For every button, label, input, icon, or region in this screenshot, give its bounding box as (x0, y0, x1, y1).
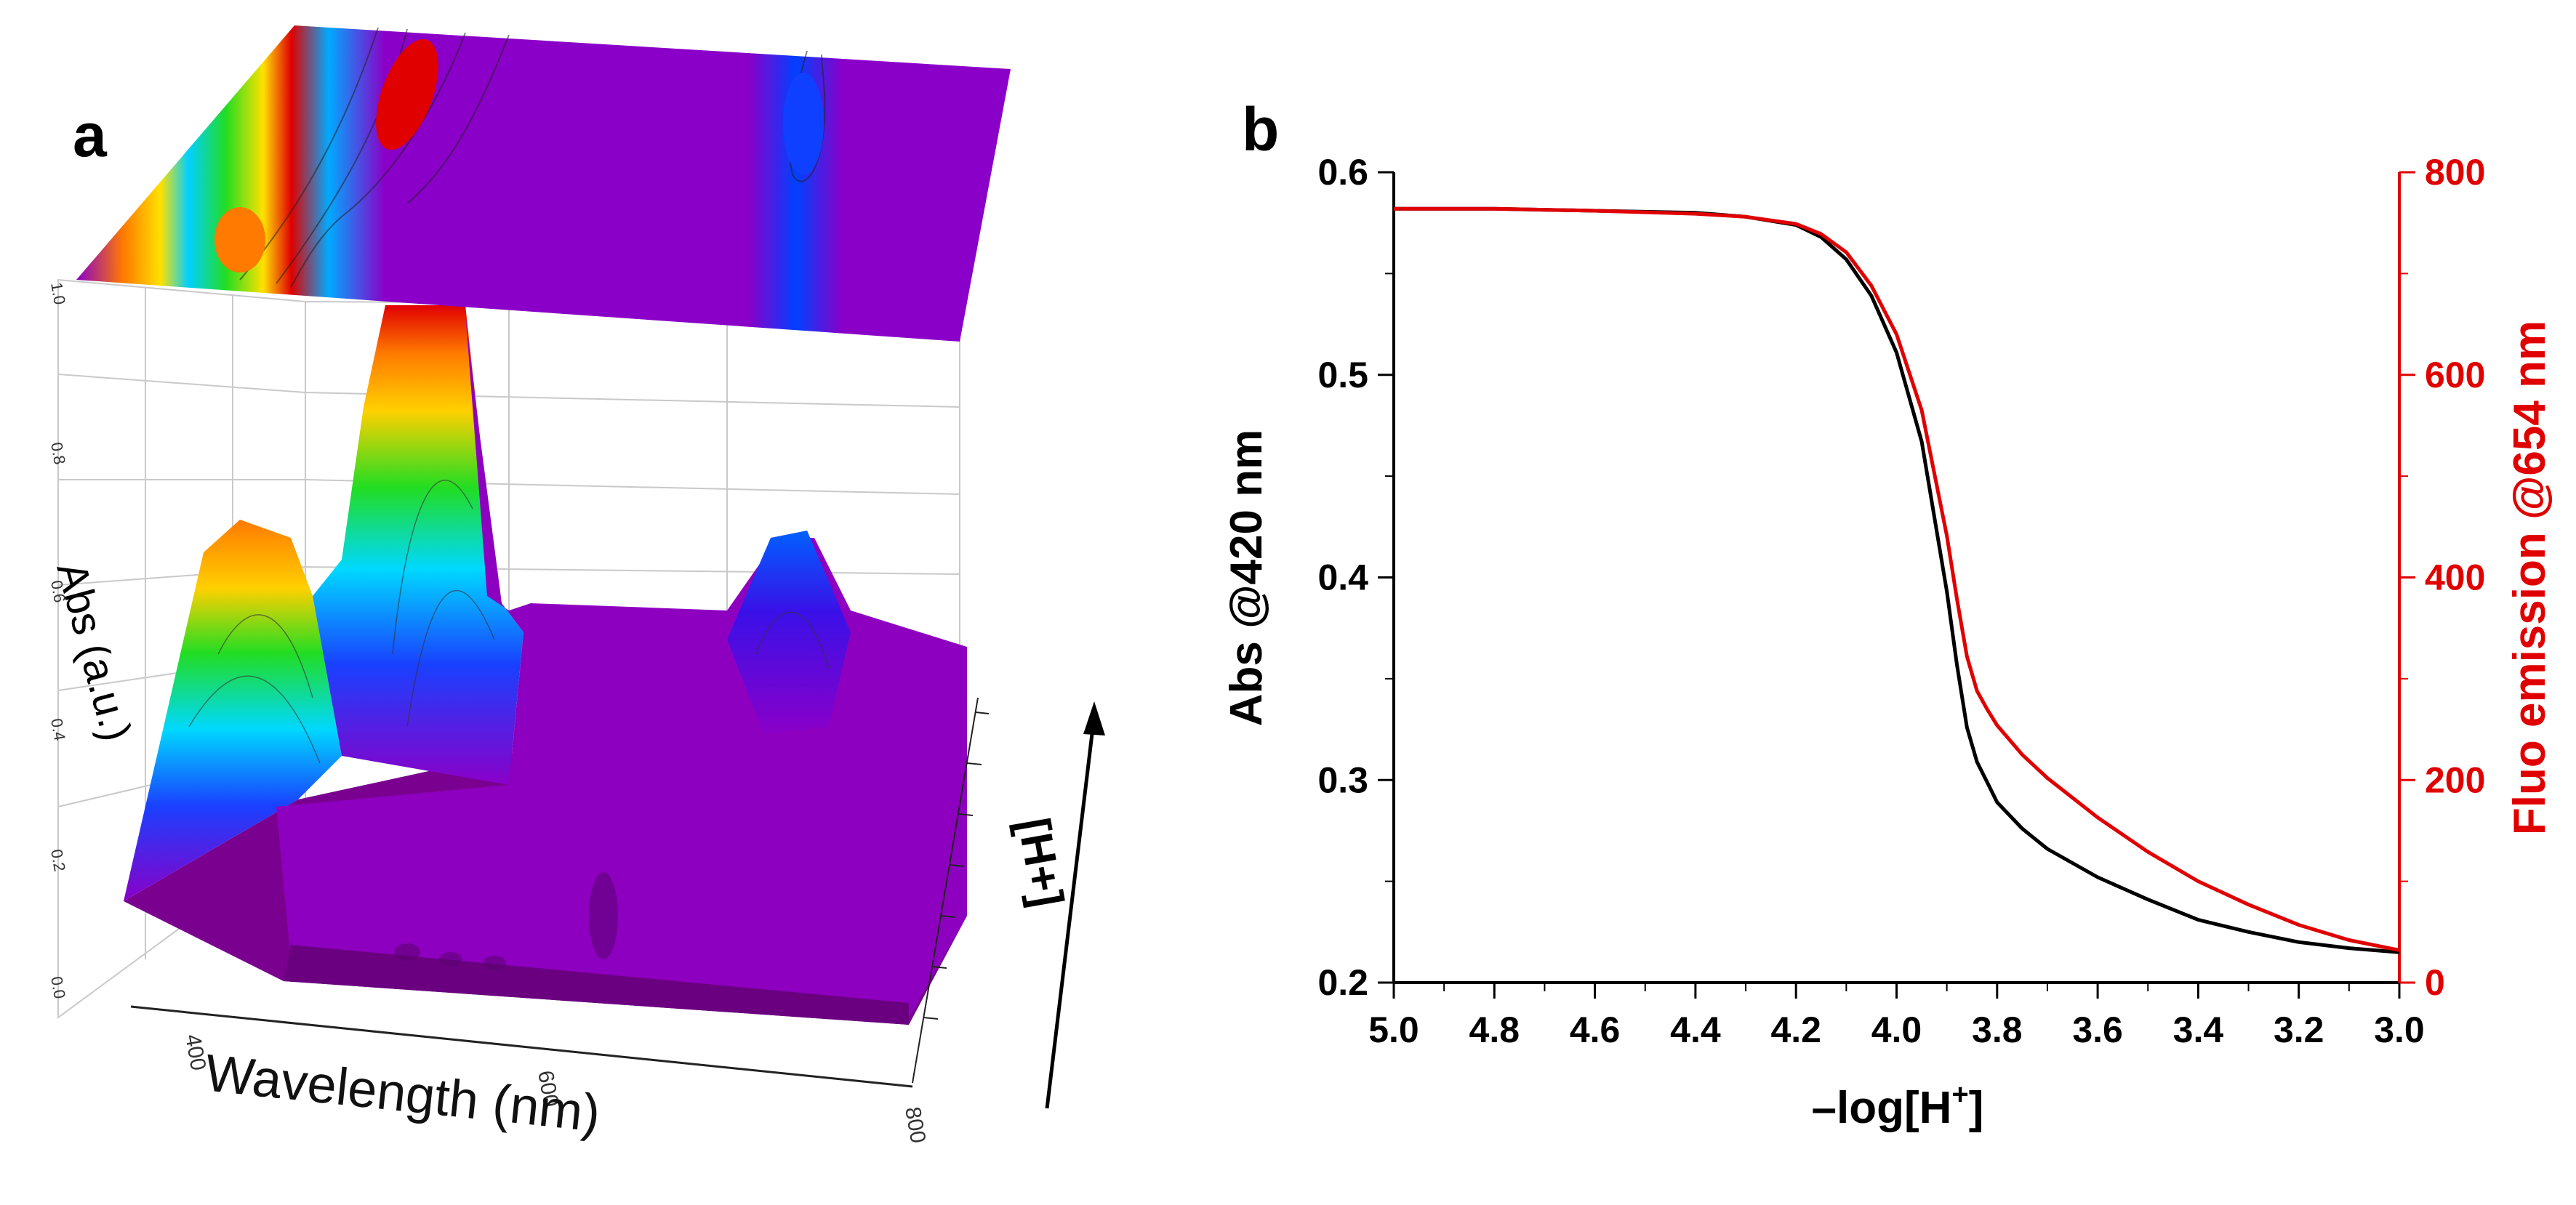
x-tick-label: 3.2 (2274, 1009, 2324, 1050)
y-tick-label: 0.2 (1317, 962, 1368, 1003)
panel-a-top-plane (76, 25, 1011, 342)
surface-bumps (394, 872, 618, 970)
panel-a-letter: a (73, 101, 108, 169)
y-tick-label: 1.0 (47, 281, 69, 306)
x-tick-label: 3.0 (2374, 1009, 2425, 1050)
surface-contours (188, 480, 830, 764)
y2-tick-label: 600 (2425, 355, 2485, 395)
x-tick-label: 3.6 (2072, 1009, 2123, 1050)
h-plus-arrow (1045, 701, 1105, 1109)
xlabel-sup: + (1951, 1079, 1968, 1111)
panel-b-axes (1392, 172, 2401, 984)
x-ticks: 5.0 4.8 4.6 4.4 4.2 4.0 3.8 3.6 3.4 3.2 3.0 (1368, 983, 2425, 1050)
panel-b: b 5.0 4.8 4.6 4.4 4.2 4.0 3.8 3.6 3.4 3.2 3.0 0.20… (1221, 95, 2555, 1133)
y-tick-label: 0.2 (47, 848, 69, 873)
x-tick-label: 4.4 (1670, 1009, 1721, 1050)
abs-420-line (1394, 206, 2400, 954)
surface-peak-650 (727, 531, 851, 734)
y-tick-label: 0.4 (47, 717, 69, 742)
xlabel-suffix: ] (1969, 1083, 1984, 1133)
y2-tick-label: 800 (2425, 152, 2485, 193)
grid-line (57, 374, 306, 393)
y-tick-label: 0.6 (47, 579, 69, 604)
panel-a-surface (124, 305, 967, 1025)
x-tick-label: 5.0 (1368, 1009, 1419, 1050)
panel-a-xlabel: Wavelength (nm) (202, 1044, 603, 1143)
top-peak-orange (214, 207, 265, 273)
y-ticks-right: 0 200 400 600 800 (2399, 152, 2485, 1003)
series-lines (1394, 206, 2400, 954)
y-tick-label: 0.4 (1317, 557, 1368, 598)
y-tick-label: 0.0 (47, 975, 69, 1000)
xlabel-prefix: –log[H (1812, 1083, 1952, 1133)
top-peak-red (376, 39, 438, 150)
panel-a-y-ticks: 0.0 0.2 0.4 0.6 0.8 1.0 (47, 281, 69, 1000)
y-tick-label: 0.6 (1317, 152, 1368, 193)
x-tick-label: 4.0 (1871, 1009, 1922, 1050)
y2-tick-label: 200 (2425, 759, 2485, 800)
panel-a-x-axis: 400 600 800 (130, 1005, 930, 1145)
z-axis-rail (912, 697, 990, 1084)
x-tick-label: 800 (900, 1105, 930, 1145)
surface-peak-460 (313, 305, 523, 785)
panel-b-ylabel-left: Abs @420 nm (1221, 430, 1272, 726)
panel-a: a (47, 25, 1105, 1145)
y-tick-label: 0.5 (1317, 355, 1368, 395)
x-tick-label: 3.8 (1972, 1009, 2023, 1050)
x-tick-label: 3.4 (2173, 1009, 2224, 1050)
x-tick-label: 4.8 (1469, 1009, 1520, 1050)
y2-tick-label: 400 (2425, 557, 2485, 598)
panel-a-zlabel: [H+] (1008, 814, 1072, 910)
y-tick-label: 0.8 (47, 441, 69, 466)
x-tick-label: 4.2 (1770, 1009, 1821, 1050)
panel-b-ylabel-right: Fluo emission @654 nm (2505, 321, 2555, 835)
top-peak-blue (783, 73, 824, 174)
top-contour-map (76, 25, 1011, 342)
panel-b-letter: b (1242, 95, 1279, 164)
y2-tick-label: 0 (2425, 962, 2445, 1003)
surface-plateau (276, 313, 967, 1017)
y-ticks-left: 0.2 0.3 0.4 0.5 0.6 (1317, 152, 1394, 1003)
fluo-emission-line (1394, 206, 2400, 952)
panel-b-xlabel: –log[H+] (1812, 1079, 1984, 1133)
surface-front (284, 945, 909, 1025)
x-tick-label: 4.6 (1570, 1009, 1621, 1050)
y-tick-label: 0.3 (1317, 759, 1368, 800)
